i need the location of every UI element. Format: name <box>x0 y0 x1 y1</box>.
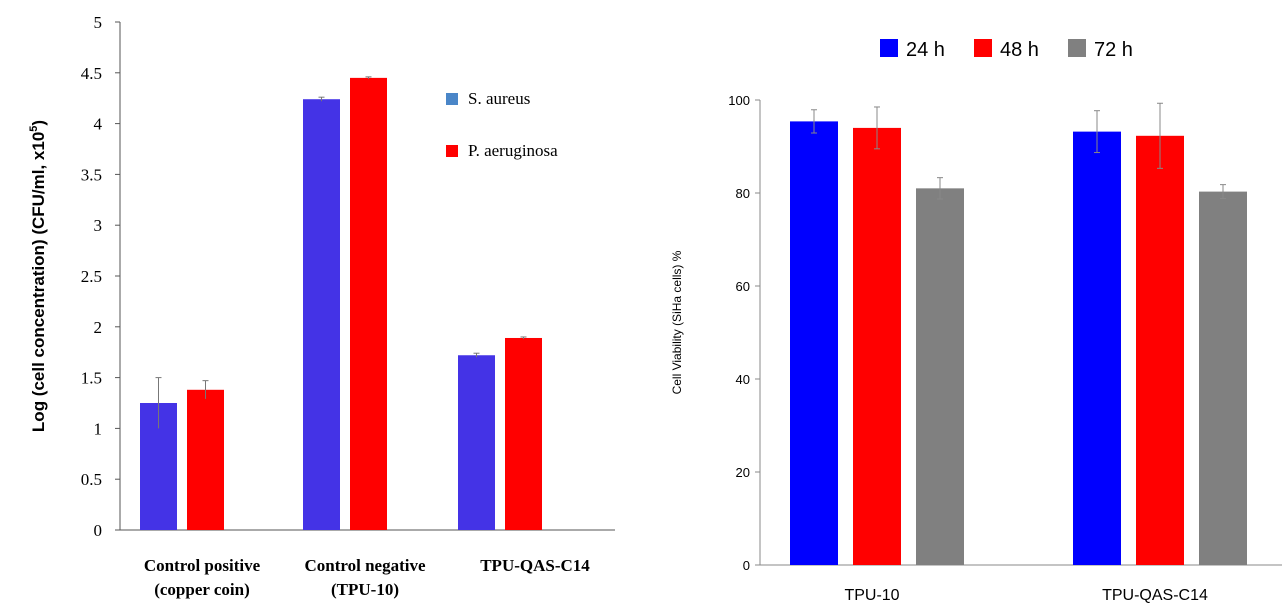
y-tick-label: 4 <box>94 115 103 134</box>
bar-s-aureus-1 <box>303 99 340 530</box>
y-tick-label: 3.5 <box>81 165 102 184</box>
x-category-label: Control positive <box>144 556 261 575</box>
legend-swatch <box>446 145 458 157</box>
bar-48-h-1 <box>1136 135 1184 565</box>
legend-label: 48 h <box>1000 39 1039 61</box>
bar-72-h-0 <box>916 188 964 565</box>
legend-swatch <box>1068 39 1086 57</box>
bar-72-h-1 <box>1199 191 1247 566</box>
bar-p-aeruginosa-2 <box>505 337 542 530</box>
legend-label: P. aeruginosa <box>468 141 558 160</box>
y-axis-title: Cell Viability (SiHa cells) % <box>670 250 684 394</box>
y-tick-label: 20 <box>736 465 750 480</box>
y-tick-label: 3 <box>94 216 103 235</box>
bar-24-h-0 <box>790 121 838 565</box>
y-tick-label: 2.5 <box>81 267 102 286</box>
bar-p-aeruginosa-0 <box>187 389 224 530</box>
legend-label: S. aureus <box>468 89 530 108</box>
bar-24-h-1 <box>1073 131 1121 565</box>
x-category-label: (copper coin) <box>154 580 250 599</box>
y-tick-label: 5 <box>94 13 103 32</box>
y-tick-label: 1 <box>94 419 103 438</box>
bar-48-h-0 <box>853 127 901 566</box>
y-tick-label: 1.5 <box>81 369 102 388</box>
y-axis-title: Log (cell concentration) (CFU/ml, x105) <box>28 120 48 432</box>
bar-s-aureus-2 <box>458 355 495 530</box>
x-category-label: Control negative <box>304 556 425 575</box>
legend-swatch <box>974 39 992 57</box>
legend-swatch <box>446 93 458 105</box>
y-tick-label: 0.5 <box>81 470 102 489</box>
y-tick-label: 4.5 <box>81 64 102 83</box>
x-category-label: TPU-10 <box>844 587 899 604</box>
x-category-label: TPU-QAS-C14 <box>480 556 590 575</box>
bar-p-aeruginosa-1 <box>350 77 387 530</box>
y-tick-label: 40 <box>736 372 750 387</box>
x-category-label: TPU-QAS-C14 <box>1102 587 1208 604</box>
right-bar-chart: 0 20 40 60 80 100 Cell Viability (SiHa cells) … <box>670 39 1282 604</box>
y-tick-label: 80 <box>736 186 750 201</box>
y-tick-label: 2 <box>94 318 103 337</box>
x-category-label: (TPU-10) <box>331 580 399 599</box>
y-axis-title-superscript: 5 <box>28 126 40 132</box>
legend-label: 24 h <box>906 39 945 61</box>
legend-label: 72 h <box>1094 39 1133 61</box>
y-tick-label: 0 <box>94 521 103 540</box>
y-axis-title-text: Log (cell concentration) (CFU/ml, x10 <box>29 132 48 432</box>
y-tick-label: 100 <box>728 93 750 108</box>
y-axis-title-close: ) <box>29 120 48 126</box>
y-tick-label: 60 <box>736 279 750 294</box>
legend-swatch <box>880 39 898 57</box>
y-tick-label: 0 <box>743 558 750 573</box>
